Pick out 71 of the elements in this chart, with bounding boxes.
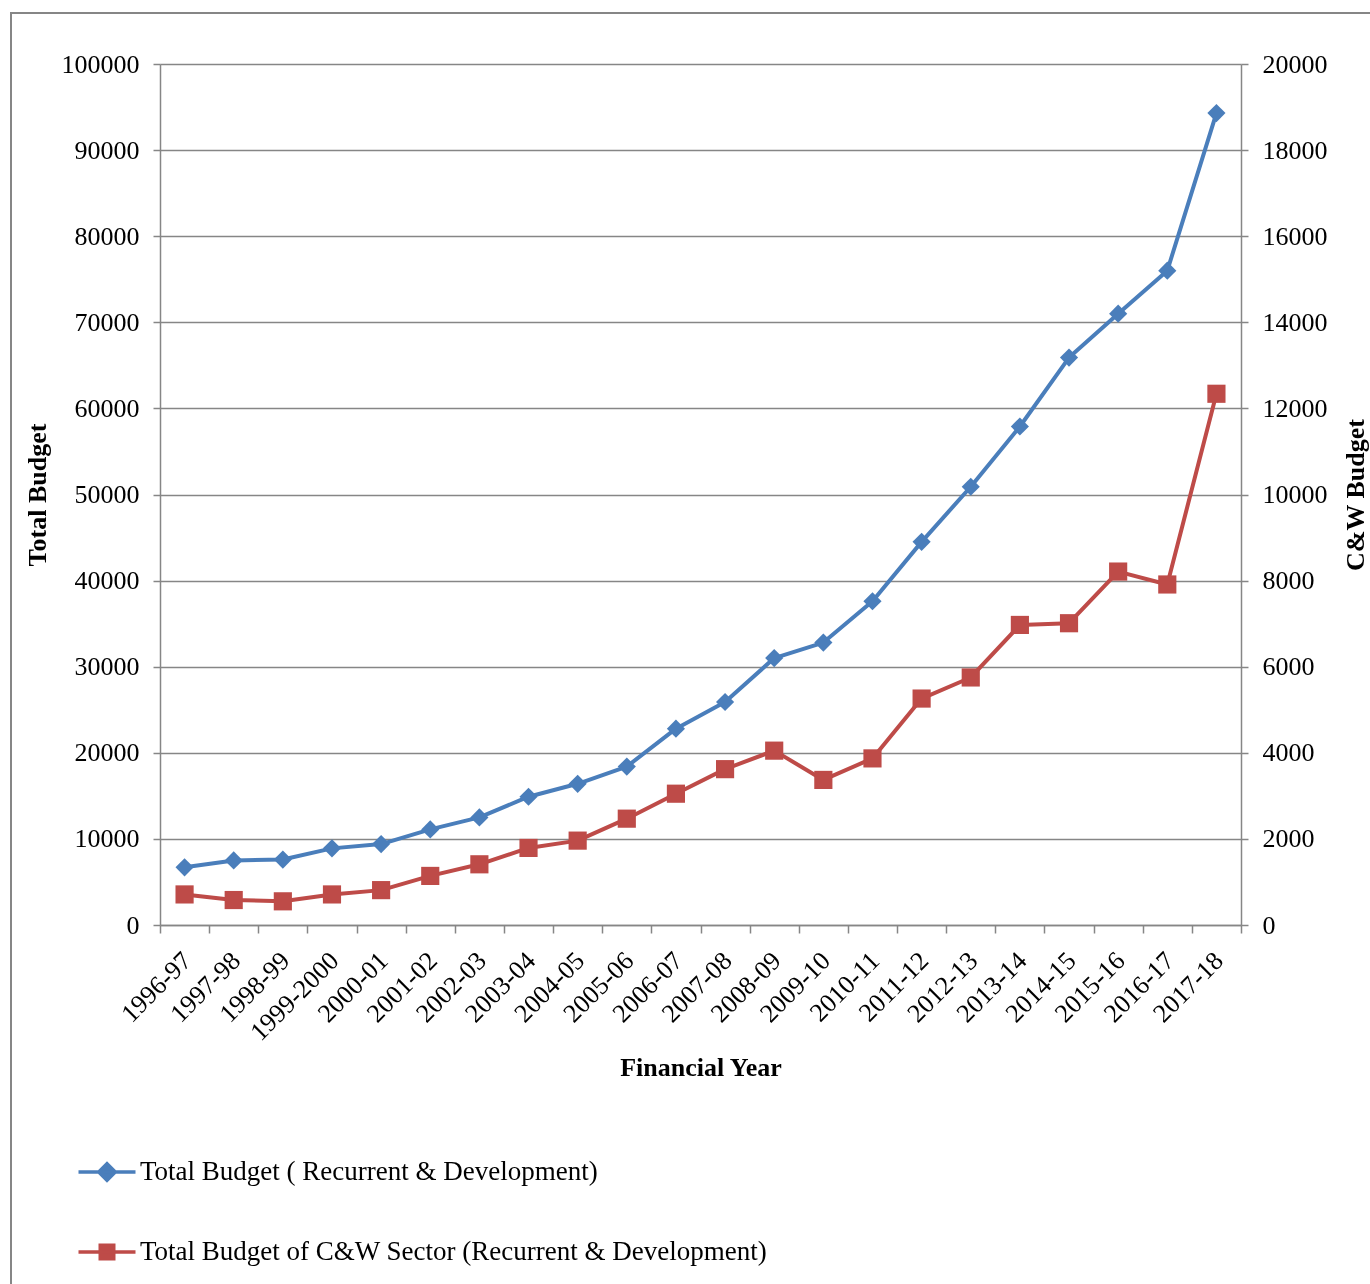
- y2-tick-label: 16000: [1262, 221, 1328, 251]
- point: [1207, 384, 1226, 403]
- point: [175, 858, 194, 877]
- point: [1109, 304, 1128, 323]
- point: [470, 855, 489, 874]
- point: [470, 808, 489, 827]
- y2-tick-label: 8000: [1262, 566, 1315, 596]
- point: [372, 834, 391, 854]
- y-tick-label: 40000: [74, 566, 140, 596]
- point: [715, 760, 735, 779]
- point: [912, 689, 931, 708]
- point: [224, 851, 243, 870]
- point: [1010, 417, 1029, 436]
- y-tick-label: 60000: [74, 393, 140, 423]
- point: [273, 892, 292, 911]
- y-tick-label: 50000: [74, 480, 140, 509]
- point: [1158, 575, 1177, 594]
- point: [224, 890, 243, 910]
- y-tick-label: 20000: [74, 738, 140, 768]
- y-tick-label: 30000: [74, 652, 140, 682]
- point: [617, 809, 636, 828]
- point: [421, 866, 440, 886]
- point: [715, 692, 735, 712]
- point: [1109, 562, 1128, 581]
- point: [666, 784, 686, 803]
- y-tick-label: 80000: [74, 221, 140, 251]
- point: [519, 787, 538, 806]
- point: [519, 838, 538, 858]
- y-tick-label: 0: [126, 910, 140, 940]
- y-axis-title: Total Budget: [22, 423, 52, 567]
- x-axis-title: Financial Year: [620, 1052, 782, 1082]
- point: [1059, 614, 1079, 633]
- y2-tick-label: 18000: [1262, 135, 1328, 165]
- y2-tick-label: 10000: [1262, 480, 1328, 509]
- point: [961, 668, 980, 687]
- y2-tick-label: 12000: [1262, 393, 1328, 423]
- point: [1207, 103, 1226, 123]
- point: [765, 649, 784, 668]
- y2-tick-label: 20000: [1262, 49, 1328, 79]
- y-tick-label: 100000: [61, 49, 140, 79]
- point: [568, 774, 587, 793]
- point: [912, 532, 931, 551]
- point: [666, 719, 686, 738]
- y-tick-label: 90000: [74, 135, 140, 165]
- point: [273, 850, 292, 869]
- point: [568, 831, 587, 850]
- point: [1059, 348, 1079, 367]
- legend-label: Total Budget of C&W Sector (Recurrent & Development): [140, 1236, 767, 1266]
- point: [617, 757, 636, 776]
- legend-label: Total Budget ( Recurrent & Development): [140, 1156, 598, 1186]
- y2-tick-label: 14000: [1262, 307, 1328, 337]
- y2-tick-label: 2000: [1262, 824, 1315, 854]
- point: [1158, 261, 1177, 280]
- point: [421, 820, 440, 839]
- point: [814, 770, 833, 789]
- point: [175, 885, 194, 904]
- point: [765, 741, 784, 760]
- point: [863, 749, 882, 768]
- point: [863, 592, 882, 611]
- point: [961, 477, 980, 496]
- point: [372, 881, 391, 900]
- point: [322, 885, 342, 904]
- point: [1010, 615, 1029, 635]
- y-tick-label: 10000: [74, 824, 140, 854]
- y2-tick-label: 4000: [1262, 738, 1315, 768]
- point: [814, 633, 833, 652]
- point: [322, 839, 342, 858]
- y2-axis-title: C&W Budget: [1340, 418, 1370, 571]
- y-tick-label: 70000: [74, 307, 140, 337]
- y2-tick-label: 0: [1262, 910, 1276, 940]
- y2-tick-label: 6000: [1262, 652, 1315, 682]
